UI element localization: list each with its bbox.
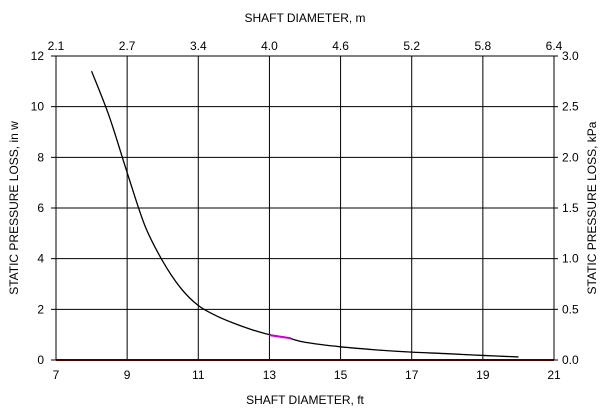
top-tick-label: 2.1: [48, 39, 65, 53]
left-tick-label: 2: [37, 302, 44, 316]
top-tick-label: 3.4: [190, 39, 207, 53]
right-tick-label: 1.5: [562, 201, 579, 215]
right-tick-label: 1.0: [562, 252, 579, 266]
left-tick-label: 8: [37, 150, 44, 164]
right-tick-label: 0.5: [562, 302, 579, 316]
left-tick-label: 6: [37, 201, 44, 215]
pressure-loss-curve: [90, 70, 519, 358]
series-layer: [56, 70, 554, 361]
right-tick-label: 2.0: [562, 150, 579, 164]
left-tick-label: 12: [31, 49, 45, 63]
right-tick-label: 2.5: [562, 100, 579, 114]
bottom-tick-label: 11: [192, 368, 205, 382]
bottom-axis-title: SHAFT DIAMETER, ft: [246, 393, 364, 407]
right-tick-label: 0.0: [562, 353, 579, 367]
top-tick-label: 5.8: [475, 39, 492, 53]
top-tick-label: 4.6: [332, 39, 349, 53]
top-tick-label: 2.7: [119, 39, 136, 53]
right-tick-label: 3.0: [562, 49, 579, 63]
bottom-tick-label: 9: [124, 368, 131, 382]
top-axis-title: SHAFT DIAMETER, m: [244, 11, 365, 25]
grid: [51, 55, 558, 361]
left-axis-title: STATIC PRESSURE LOSS, in w: [7, 121, 21, 295]
bottom-tick-label: 13: [263, 368, 277, 382]
tick-labels: 7 2.1 9 2.7 11 3.4 13 4.0 15 4.6 17 5.2 19 5.8 21 6.4 0 0…: [31, 39, 579, 382]
plot-frame: [55, 55, 555, 361]
left-tick-label: 10: [31, 100, 45, 114]
top-tick-label: 4.0: [261, 39, 278, 53]
top-tick-label: 6.4: [546, 39, 563, 53]
top-tick-label: 5.2: [403, 39, 420, 53]
right-axis-title: STATIC PRESSURE LOSS, kPa: [585, 121, 599, 294]
bottom-tick-label: 19: [476, 368, 490, 382]
bottom-tick-label: 15: [334, 368, 348, 382]
bottom-tick-label: 21: [547, 368, 561, 382]
bottom-tick-label: 17: [405, 368, 419, 382]
left-tick-label: 4: [37, 252, 44, 266]
bottom-tick-label: 7: [53, 368, 60, 382]
left-tick-label: 0: [37, 353, 44, 367]
highlight-segment: [269, 334, 291, 340]
